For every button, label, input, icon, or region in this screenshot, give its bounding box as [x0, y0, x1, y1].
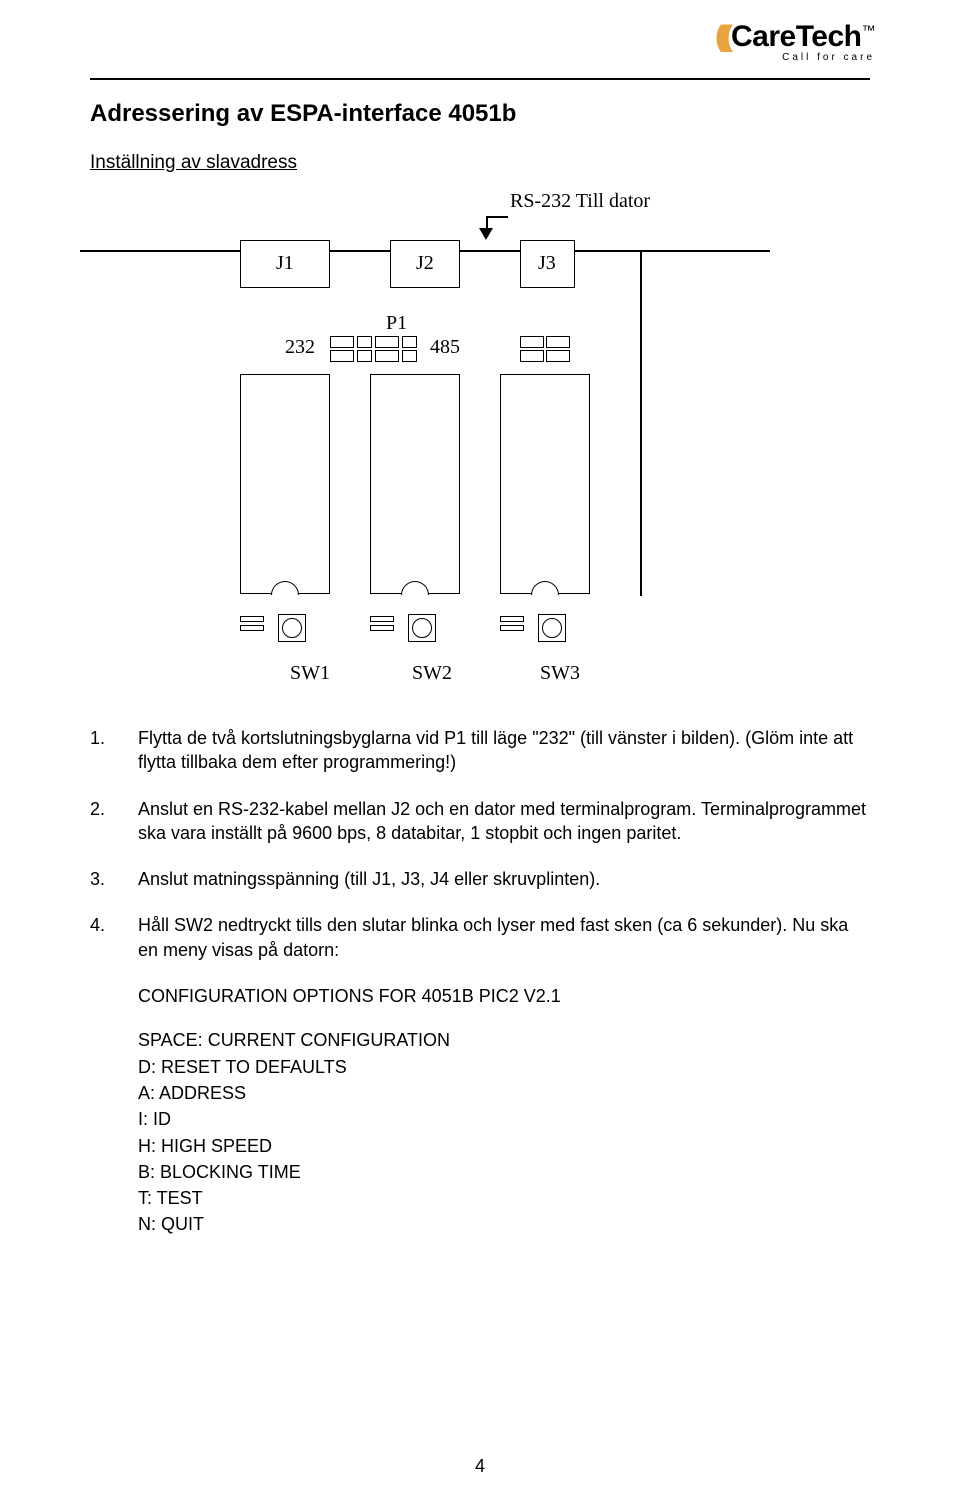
p1-j8 [402, 350, 417, 362]
chip2 [370, 374, 460, 594]
chip3 [500, 374, 590, 594]
section-subtitle: Inställning av slavadress [90, 152, 870, 174]
n232-label: 232 [285, 336, 315, 359]
mini-box2 [520, 350, 544, 362]
p1-j5 [402, 336, 417, 348]
right-rail [640, 250, 642, 596]
sw2-circle [412, 618, 432, 638]
list-num: 3. [90, 867, 138, 891]
list-item: 1. Flytta de två kortslutningsbyglarna v… [90, 726, 870, 775]
header-divider [90, 78, 870, 80]
menu-line: B: BLOCKING TIME [138, 1160, 870, 1184]
sw3-label: SW3 [540, 662, 580, 685]
mini-box1 [520, 336, 544, 348]
menu-block: CONFIGURATION OPTIONS FOR 4051B PIC2 V2.… [138, 984, 870, 1237]
j2-label: J2 [416, 252, 434, 275]
logo-brand: CareTech™ [731, 20, 875, 54]
arrow-horiz [486, 216, 508, 218]
logo-parens: ((( [715, 22, 727, 52]
sw3-circle [542, 618, 562, 638]
menu-line: D: RESET TO DEFAULTS [138, 1055, 870, 1079]
logo: ((( CareTech™ Call for care [715, 20, 875, 63]
list-text: Anslut matningsspänning (till J1, J3, J4… [138, 867, 870, 891]
p1-j4 [375, 336, 399, 348]
sw1-circle [282, 618, 302, 638]
mini-box3 [546, 336, 570, 348]
list-item: 4. Håll SW2 nedtryckt tills den slutar b… [90, 913, 870, 962]
menu-line: N: QUIT [138, 1212, 870, 1236]
instruction-list: 1. Flytta de två kortslutningsbyglarna v… [90, 726, 870, 962]
menu-line: T: TEST [138, 1186, 870, 1210]
p1-j3 [357, 336, 372, 348]
board-diagram: RS-232 Till dator J1 J2 J3 P1 232 485 [230, 186, 770, 706]
p1-label: P1 [386, 312, 407, 335]
list-text: Flytta de två kortslutningsbyglarna vid … [138, 726, 870, 775]
menu-line: SPACE: CURRENT CONFIGURATION [138, 1028, 870, 1052]
list-text: Håll SW2 nedtryckt tills den slutar blin… [138, 913, 870, 962]
list-item: 3. Anslut matningsspänning (till J1, J3,… [90, 867, 870, 891]
arrow-head-icon [479, 228, 493, 240]
menu-line: H: HIGH SPEED [138, 1134, 870, 1158]
list-num: 4. [90, 913, 138, 962]
sw2-bars [370, 616, 394, 634]
j3-label: J3 [538, 252, 556, 275]
p1-j6 [357, 350, 372, 362]
sw1-bars [240, 616, 264, 634]
list-text: Anslut en RS-232-kabel mellan J2 och en … [138, 797, 870, 846]
n485-label: 485 [430, 336, 460, 359]
list-num: 1. [90, 726, 138, 775]
mini-box4 [546, 350, 570, 362]
list-num: 2. [90, 797, 138, 846]
sw2-label: SW2 [412, 662, 452, 685]
page-number: 4 [0, 1456, 960, 1477]
menu-line: I: ID [138, 1107, 870, 1131]
sw3-bars [500, 616, 524, 634]
menu-line: A: ADDRESS [138, 1081, 870, 1105]
p1-j1 [330, 336, 354, 348]
rs232-label: RS-232 Till dator [510, 190, 650, 213]
menu-title: CONFIGURATION OPTIONS FOR 4051B PIC2 V2.… [138, 984, 870, 1008]
sw1-label: SW1 [290, 662, 330, 685]
list-item: 2. Anslut en RS-232-kabel mellan J2 och … [90, 797, 870, 846]
chip1 [240, 374, 330, 594]
j1-label: J1 [276, 252, 294, 275]
p1-j2 [330, 350, 354, 362]
p1-j7 [375, 350, 399, 362]
